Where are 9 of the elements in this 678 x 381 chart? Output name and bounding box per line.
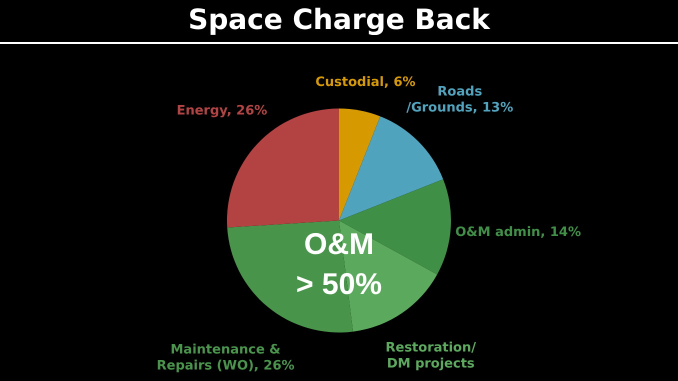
text: O&M > 50% <box>296 228 382 301</box>
slice-label: Custodial, 6% <box>315 74 416 90</box>
slice-label: O&M admin, 14% <box>455 224 582 240</box>
slice-label: Maintenance & Repairs (WO), 26% <box>156 342 295 374</box>
pie-slice <box>339 116 444 220</box>
chart-title: Space Charge Back <box>187 2 492 38</box>
slice-label: Energy, 26% <box>176 104 268 119</box>
pie-slice <box>339 108 380 220</box>
slice-label: Restoration/ DM projects <box>385 340 476 372</box>
